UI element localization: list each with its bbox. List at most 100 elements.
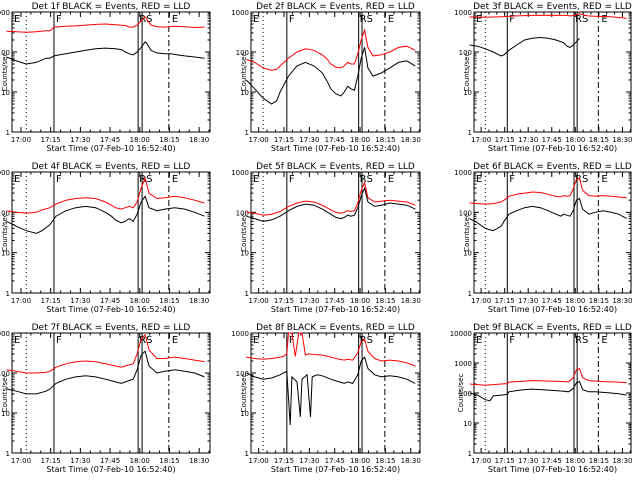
x-tick-label: 17:45 — [100, 457, 120, 465]
y-tick-label: 1000 — [231, 9, 249, 17]
x-tick-label: 18:30 — [189, 457, 209, 465]
marker-label: E — [476, 174, 482, 185]
marker-label: F — [56, 335, 62, 346]
x-axis-label: Start Time (07-Feb-10 16:52:40) — [488, 144, 617, 153]
x-tick-label: 17:30 — [299, 457, 319, 465]
y-tick-label: 1000 — [231, 169, 249, 177]
x-tick-label: 17:45 — [325, 136, 345, 144]
x-tick-label: 17:15 — [274, 297, 294, 305]
x-tick-label: 18:30 — [612, 457, 632, 465]
x-tick-label: 18:30 — [189, 297, 209, 305]
panel-title: Det 8f BLACK = Events, RED = LLD — [256, 323, 415, 333]
marker-label: E — [14, 14, 20, 25]
y-tick-label: 1000 — [454, 360, 472, 368]
panel-title: Det 9f BLACK = Events, RED = LLD — [473, 323, 632, 333]
y-tick-label: 10 — [1, 89, 10, 97]
series-line-lld — [246, 332, 416, 367]
x-tick-label: 17:15 — [274, 136, 294, 144]
y-tick-label: 10 — [463, 420, 472, 428]
panel-4: Det 4f BLACK = Events, RED = LLD 1 10 100 10… — [0, 162, 211, 314]
x-tick-label: 17:00 — [11, 297, 31, 305]
y-tick-label: 1 — [245, 290, 249, 298]
x-tick-label: 17:30 — [70, 457, 90, 465]
y-tick-label: 1 — [6, 290, 10, 298]
x-tick-label: 17:00 — [249, 457, 269, 465]
x-tick-label: 17:45 — [325, 297, 345, 305]
y-tick-label: 10 — [240, 250, 249, 258]
y-tick-label: 100 — [0, 49, 10, 57]
marker-label: F — [289, 335, 295, 346]
series-line-lld — [6, 176, 205, 214]
marker-label: E — [14, 335, 20, 346]
series-line-events — [246, 186, 416, 222]
marker-label: E — [388, 14, 394, 25]
series-line-events — [6, 350, 205, 395]
x-tick-label: 17:30 — [70, 297, 90, 305]
marker-label: E — [601, 174, 607, 185]
marker-label: RS — [360, 14, 373, 25]
marker-label: E — [601, 335, 607, 346]
x-axis-label: Start Time (07-Feb-10 16:52:40) — [46, 305, 175, 314]
series-line-lld — [469, 177, 627, 205]
panel-7: Det 7f BLACK = Events, RED = LLD 1 10 100 10… — [0, 323, 211, 474]
panel-1: Det 1f BLACK = Events, RED = LLD 1 10 100 10… — [0, 2, 211, 153]
x-axis-label: Start Time (07-Feb-10 16:52:40) — [46, 465, 175, 474]
y-tick-label: 1000 — [454, 9, 472, 17]
x-tick-label: 17:00 — [249, 136, 269, 144]
y-tick-label: 10000 — [450, 330, 472, 338]
panel-8: Det 8f BLACK = Events, RED = LLD 1 10 100 10… — [231, 323, 421, 474]
y-tick-label: 10 — [240, 410, 249, 418]
x-tick-label: 17:00 — [471, 457, 491, 465]
x-tick-label: 18:15 — [159, 297, 179, 305]
series-line-lld — [469, 13, 627, 19]
y-tick-label: 1000 — [231, 330, 249, 338]
x-tick-label: 18:30 — [612, 297, 632, 305]
series-line-events — [469, 380, 627, 402]
series-line-events — [246, 356, 416, 426]
y-tick-label: 100 — [459, 390, 472, 398]
x-tick-label: 18:30 — [401, 136, 421, 144]
series-line-lld — [469, 367, 627, 386]
marker-label: F — [56, 174, 62, 185]
series-line-lld — [246, 180, 416, 216]
x-axis-label: Start Time (07-Feb-10 16:52:40) — [271, 465, 400, 474]
marker-label: E — [253, 174, 259, 185]
marker-label: F — [509, 174, 515, 185]
x-tick-label: 18:30 — [189, 136, 209, 144]
x-tick-label: 17:15 — [495, 136, 515, 144]
panel-9: Det 9f BLACK = Events, RED = LLD 1 10 100 10… — [450, 323, 633, 474]
y-tick-label: 100 — [236, 49, 249, 57]
panel-5: Det 5f BLACK = Events, RED = LLD 1 10 100 10… — [231, 162, 421, 314]
plot-frame — [250, 332, 421, 454]
x-tick-label: 18:15 — [589, 136, 609, 144]
x-tick-label: 17:30 — [70, 136, 90, 144]
x-tick-label: 18:00 — [130, 457, 150, 465]
x-tick-label: 17:45 — [542, 136, 562, 144]
y-tick-label: 1000 — [0, 169, 10, 177]
y-axis-label: Counts/sec — [463, 53, 471, 92]
x-tick-label: 17:15 — [41, 457, 61, 465]
y-axis-label: Counts/sec — [1, 53, 9, 92]
x-tick-label: 18:00 — [130, 297, 150, 305]
x-tick-label: 17:00 — [249, 297, 269, 305]
marker-label: E — [14, 174, 20, 185]
panel-title: Det 6f BLACK = Events, RED = LLD — [473, 162, 632, 172]
y-tick-label: 1000 — [0, 330, 10, 338]
series-line-lld — [246, 28, 416, 71]
panel-6: Det 6f BLACK = Events, RED = LLD 1 10 100 10… — [454, 162, 632, 314]
x-tick-label: 18:00 — [565, 297, 585, 305]
y-axis-label: Counts/sec — [1, 374, 9, 413]
marker-label: F — [289, 14, 295, 25]
panel-2: Det 2f BLACK = Events, RED = LLD 1 10 100 10… — [231, 2, 421, 153]
x-tick-label: 17:00 — [471, 136, 491, 144]
x-tick-label: 18:15 — [589, 297, 609, 305]
x-axis-label: Start Time (07-Feb-10 16:52:40) — [46, 144, 175, 153]
series-line-events — [6, 41, 205, 65]
panel-title: Det 2f BLACK = Events, RED = LLD — [256, 2, 415, 12]
series-line-lld — [6, 333, 205, 374]
x-tick-label: 18:00 — [350, 136, 370, 144]
series-line-events — [6, 195, 205, 234]
marker-label: E — [476, 335, 482, 346]
y-tick-label: 10 — [1, 410, 10, 418]
y-tick-label: 10 — [463, 250, 472, 258]
